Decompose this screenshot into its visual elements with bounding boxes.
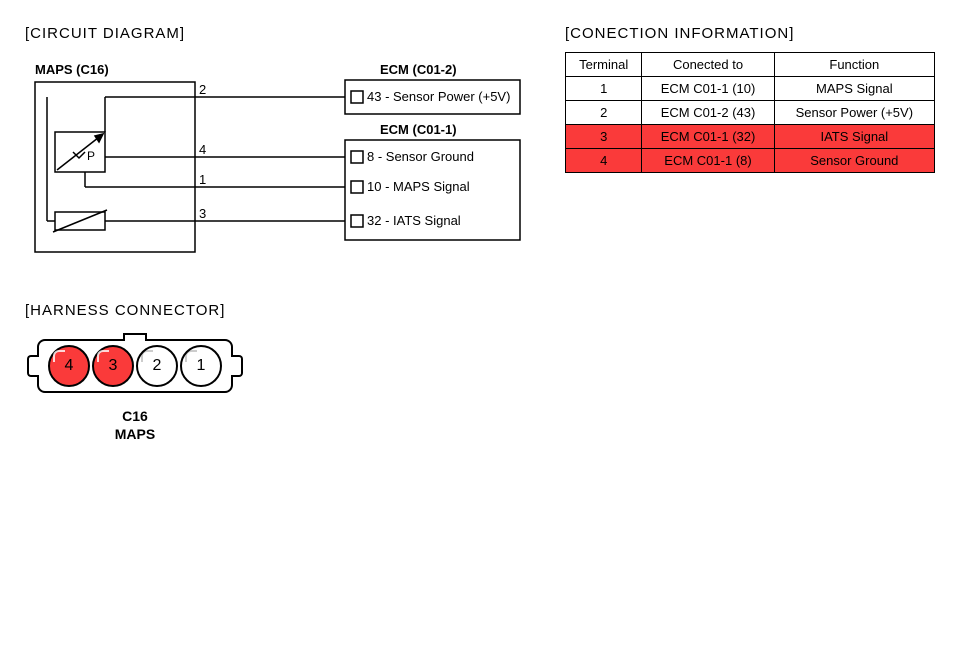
signal-10: 10 - MAPS Signal [367, 179, 470, 194]
table-row: 4 ECM C01-1 (8) Sensor Ground [566, 149, 935, 173]
th-function: Function [774, 53, 934, 77]
connector-body: 4 3 2 1 [37, 339, 233, 393]
sensor-p-label: P [87, 149, 95, 163]
sensor-label: MAPS (C16) [35, 62, 109, 77]
th-terminal: Terminal [566, 53, 642, 77]
th-connected: Conected to [642, 53, 774, 77]
connector-tab [123, 333, 147, 341]
connection-info-section: [CONECTION INFORMATION] Terminal Conecte… [565, 25, 935, 262]
pin-3-num: 3 [199, 206, 206, 221]
table-row: 2 ECM C01-2 (43) Sensor Power (+5V) [566, 101, 935, 125]
connector-pin-4: 4 [48, 345, 90, 387]
connector-wrap: 4 3 2 1 C16 MAPS [25, 339, 245, 443]
circuit-svg-wrap: MAPS (C16) ECM (C01-2) ECM (C01-1) 2 4 1… [25, 52, 525, 262]
ecm-box1-label: ECM (C01-2) [380, 62, 457, 77]
pin-2-num: 2 [199, 82, 206, 97]
signal-43: 43 - Sensor Power (+5V) [367, 89, 510, 104]
connector-pin-3: 3 [92, 345, 134, 387]
harness-connector-section: [HARNESS CONNECTOR] 4 3 2 1 C16 MAPS [25, 302, 935, 443]
harness-title: [HARNESS CONNECTOR] [25, 302, 935, 319]
signal-32: 32 - IATS Signal [367, 213, 461, 228]
connector-label: C16 MAPS [25, 407, 245, 443]
table-header-row: Terminal Conected to Function [566, 53, 935, 77]
circuit-diagram-section: [CIRCUIT DIAGRAM] [25, 25, 525, 262]
table-row: 1 ECM C01-1 (10) MAPS Signal [566, 77, 935, 101]
ecm-box2-label: ECM (C01-1) [380, 122, 457, 137]
pin-4-num: 4 [199, 142, 206, 157]
table-row: 3 ECM C01-1 (32) IATS Signal [566, 125, 935, 149]
pin-1-num: 1 [199, 172, 206, 187]
connection-table: Terminal Conected to Function 1 ECM C01-… [565, 52, 935, 173]
signal-8: 8 - Sensor Ground [367, 149, 474, 164]
connector-pin-2: 2 [136, 345, 178, 387]
circuit-title: [CIRCUIT DIAGRAM] [25, 25, 525, 42]
connection-title: [CONECTION INFORMATION] [565, 25, 935, 42]
connector-pin-1: 1 [180, 345, 222, 387]
